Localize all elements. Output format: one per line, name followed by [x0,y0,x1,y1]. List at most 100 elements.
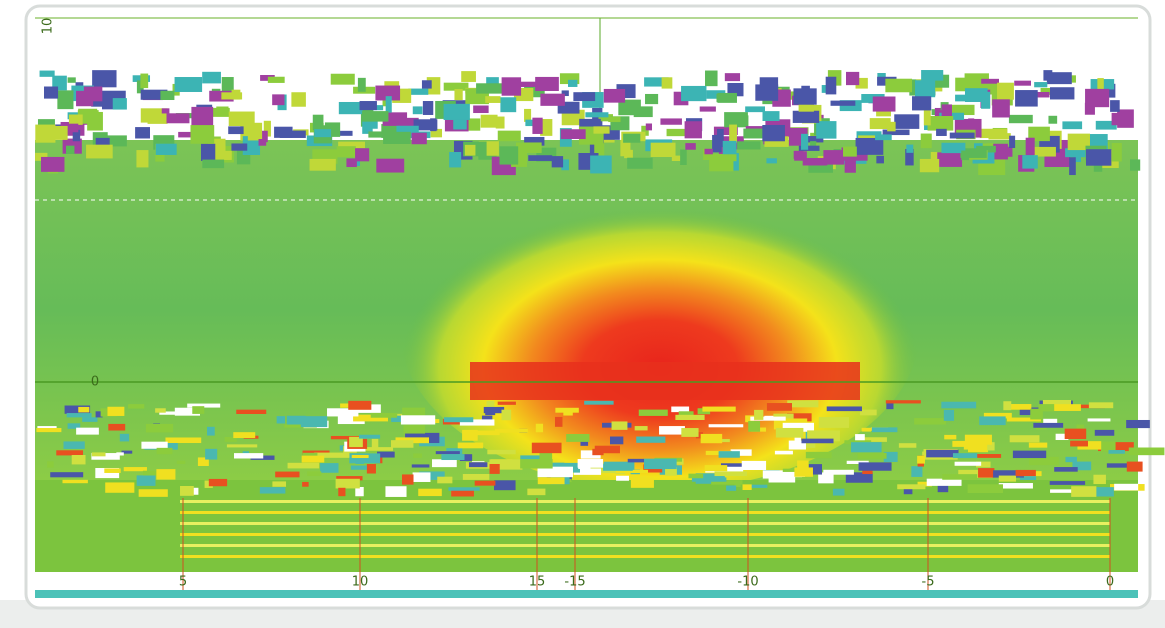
noise-block [359,434,381,439]
noise-block [585,112,609,118]
noise-block [711,480,743,485]
noise-block [349,453,381,464]
noise-block [145,423,174,433]
noise-block [75,82,84,89]
noise-block [792,110,820,123]
bottom-label: 10 [352,575,369,590]
noise-block [532,117,543,134]
noise-block [876,155,884,164]
noise-block [941,401,977,409]
bottom-label: 15 [529,575,546,590]
stripe [180,500,1110,503]
noise-block [240,123,252,141]
noise-block [501,409,512,421]
noise-block [983,412,1012,419]
noise-block [882,129,910,136]
noise-block [540,119,553,136]
noise-block [176,460,186,464]
noise-block [501,77,522,96]
noise-block [207,150,232,160]
noise-block [885,400,921,404]
noise-block [675,414,705,421]
noise-block [1003,401,1012,411]
noise-block [1129,159,1141,171]
noise-block [330,435,360,440]
noise-block [174,77,203,92]
noise-block [678,411,694,418]
noise-block [486,77,499,88]
noise-block [91,453,120,460]
noise-block [843,146,857,157]
noise-block [887,121,896,132]
noise-block [275,471,300,478]
left-label: 10 [41,18,56,35]
noise-block [108,423,126,431]
noise-block [71,455,86,465]
noise-block [355,148,370,162]
noise-block [336,146,356,158]
noise-block [365,447,394,451]
noise-block [336,130,353,136]
noise-block [634,426,648,431]
noise-block [1110,100,1120,112]
noise-block [804,136,824,143]
noise-block [353,414,388,422]
noise-block [734,483,741,488]
noise-block [1030,91,1050,98]
noise-block [712,134,722,153]
noise-block [375,85,401,101]
noise-block [256,130,268,143]
noise-block [524,136,545,146]
noise-block [720,463,749,467]
noise-block [512,81,537,87]
noise-block [402,407,426,418]
noise-block [964,434,992,445]
noise-block [221,92,243,100]
noise-block [1071,486,1097,497]
noise-block [432,419,440,424]
noise-block [1028,456,1059,466]
noise-block [48,125,68,140]
left-label: 0 [91,375,99,390]
noise-block [202,159,225,169]
noise-block [300,416,328,428]
noise-block [1034,82,1048,88]
noise-block [745,106,765,113]
noise-block [1111,112,1124,126]
noise-block [794,151,807,161]
bottom-label: 0 [1106,575,1114,590]
noise-block [453,119,467,130]
noise-block [830,100,856,106]
noise-block [50,472,84,478]
noise-block [886,402,894,410]
noise-block [630,477,654,488]
noise-block [958,469,993,478]
noise-block [976,461,991,468]
noise-block [942,474,978,480]
noise-block [497,130,521,142]
noise-block [537,477,565,485]
noise-block [161,108,170,114]
noise-block [135,127,150,139]
noise-block [709,153,734,172]
noise-block [1052,404,1081,411]
noise-block [78,406,90,413]
noise-block [1084,102,1095,115]
noise-block [121,450,133,454]
noise-block [1128,447,1165,456]
noise-block [978,468,995,478]
noise-block [91,452,106,457]
noise-block [979,416,1006,426]
noise-block [706,90,726,99]
noise-block [1014,80,1031,86]
noise-block [228,111,255,127]
noise-block [807,430,840,442]
noise-block [486,400,495,409]
noise-block [805,451,832,459]
noise-block [165,437,202,444]
noise-block [166,113,190,124]
noise-block [336,476,363,481]
noise-block [745,415,754,423]
noise-block [808,464,823,475]
noise-block [231,143,248,151]
